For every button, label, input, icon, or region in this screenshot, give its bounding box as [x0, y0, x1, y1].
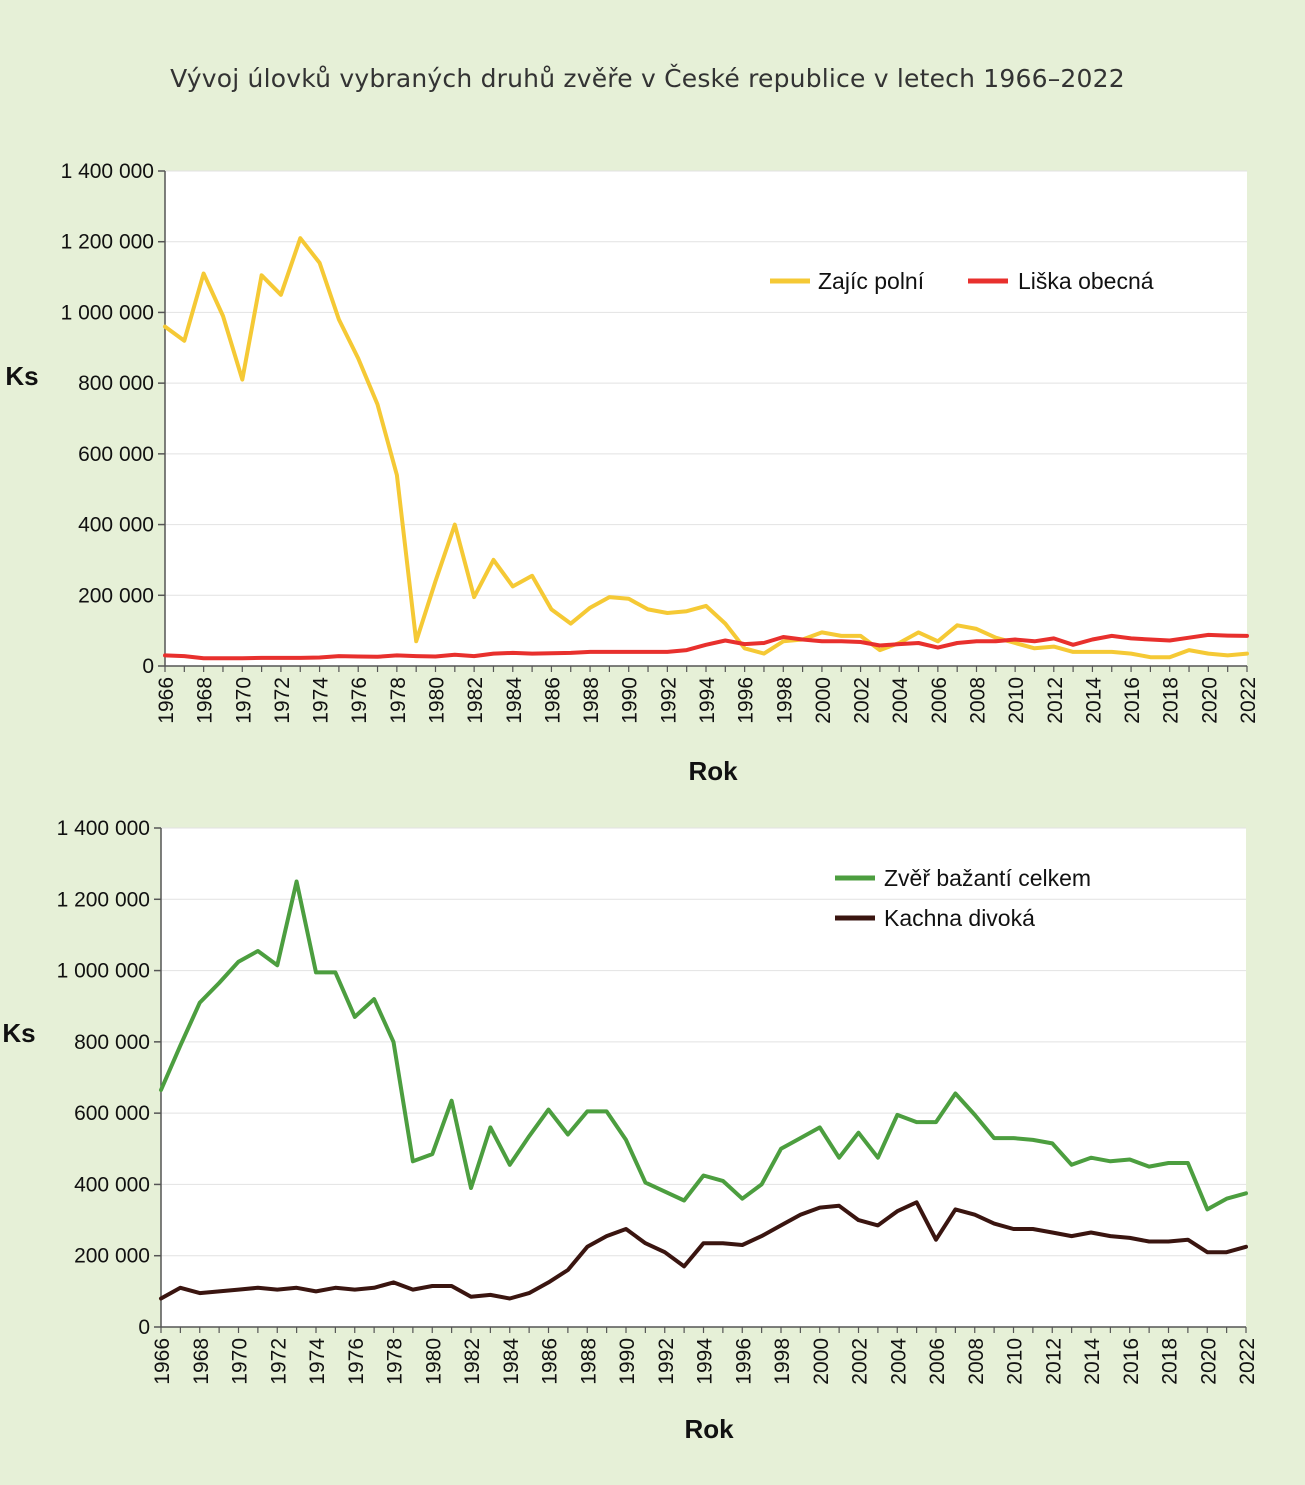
x-tick-label: 2012 [1042, 1338, 1065, 1385]
series-line-2 [163, 632, 1249, 661]
x-tick-label: 2006 [928, 677, 951, 724]
legend-label: Zvěř bažantí celkem [884, 865, 1091, 891]
x-tick-label: 2022 [1237, 677, 1260, 724]
x-tick-label: 1972 [271, 677, 294, 724]
y-tick-label: 1 200 000 [57, 888, 150, 911]
x-tick-label: 1986 [541, 677, 564, 724]
x-tick-label: 2018 [1159, 1338, 1182, 1385]
x-tick-label: 2008 [967, 677, 990, 724]
x-tick-label: 1970 [229, 1338, 252, 1385]
x-tick-label: 2016 [1121, 677, 1144, 724]
x-tick-label: 1984 [500, 1338, 523, 1385]
x-tick-label: 1994 [694, 1338, 717, 1385]
x-tick-label: 2000 [812, 677, 835, 724]
x-tick-label: 2012 [1044, 677, 1067, 724]
x-tick-label: 1988 [580, 677, 603, 724]
y-tick-label: 400 000 [74, 1173, 150, 1196]
y-tick-label: 1 200 000 [61, 231, 154, 254]
x-tick-label: 1970 [232, 677, 255, 724]
series-line-1 [163, 236, 1249, 660]
x-tick-label: 2016 [1120, 1338, 1143, 1385]
x-tick-label: 1978 [384, 1338, 407, 1385]
x-tick-label: 1980 [426, 677, 449, 724]
x-tick-label: 1966 [151, 1338, 174, 1385]
x-tick-label: 2020 [1197, 1338, 1220, 1385]
y-tick-label: 600 000 [74, 1102, 150, 1125]
y-axis-label: Ks [2, 1018, 35, 1048]
x-tick-label: 2014 [1081, 1338, 1104, 1385]
series-line-1 [159, 879, 1248, 1212]
x-axis-label: Rok [688, 756, 738, 786]
x-tick-label: 1978 [387, 677, 410, 724]
x-tick-label: 2022 [1236, 1338, 1259, 1385]
x-tick-label: 2010 [1004, 1338, 1027, 1385]
x-tick-label: 2002 [851, 677, 874, 724]
x-tick-label: 1990 [616, 1338, 639, 1385]
y-tick-label: 1 000 000 [57, 960, 150, 983]
y-tick-label: 1 400 000 [57, 817, 150, 840]
x-tick-label: 1988 [577, 1338, 600, 1385]
y-axis-label: Ks [5, 361, 38, 391]
x-tick-label: 2020 [1198, 677, 1221, 724]
x-tick-label: 2010 [1005, 677, 1028, 724]
x-tick-label: 1992 [657, 677, 680, 724]
legend-label: Liška obecná [1018, 268, 1154, 294]
x-tick-label: 1990 [619, 677, 642, 724]
x-tick-label: 2008 [965, 1338, 988, 1385]
x-tick-label: 1996 [735, 677, 758, 724]
plot-area [165, 171, 1247, 666]
x-axis-label: Rok [684, 1414, 734, 1444]
x-tick-label: 2000 [810, 1338, 833, 1385]
legend-label: Kachna divoká [884, 905, 1035, 931]
legend-label: Zajíc polní [818, 268, 925, 294]
y-tick-label: 1 000 000 [61, 301, 154, 324]
x-tick-label: 2006 [926, 1338, 949, 1385]
x-tick-label: 1974 [306, 1338, 329, 1385]
plot-area [161, 828, 1246, 1327]
x-tick-label: 1974 [310, 677, 333, 724]
x-tick-label: 2004 [889, 677, 912, 724]
page-title: Vývoj úlovků vybraných druhů zvěře v Čes… [170, 64, 1125, 93]
x-tick-label: 1992 [655, 1338, 678, 1385]
y-tick-label: 200 000 [74, 1245, 150, 1268]
x-tick-label: 1984 [503, 677, 526, 724]
x-tick-label: 2018 [1160, 677, 1183, 724]
x-tick-label: 1968 [190, 1338, 213, 1385]
x-tick-label: 2004 [887, 1338, 910, 1385]
y-tick-label: 1 400 000 [61, 160, 154, 183]
series-line-2 [159, 1200, 1248, 1301]
x-tick-label: 2002 [849, 1338, 872, 1385]
y-tick-label: 800 000 [74, 1031, 150, 1054]
x-tick-label: 1972 [267, 1338, 290, 1385]
x-tick-label: 1982 [464, 677, 487, 724]
y-tick-label: 0 [138, 1316, 150, 1339]
y-tick-label: 0 [142, 655, 154, 678]
x-tick-label: 1986 [539, 1338, 562, 1385]
y-tick-label: 600 000 [78, 443, 154, 466]
x-tick-label: 1994 [696, 677, 719, 724]
x-tick-label: 1982 [461, 1338, 484, 1385]
x-tick-label: 1968 [194, 677, 217, 724]
y-tick-label: 200 000 [78, 584, 154, 607]
x-tick-label: 1966 [155, 677, 178, 724]
x-tick-label: 2014 [1082, 677, 1105, 724]
x-tick-label: 1996 [732, 1338, 755, 1385]
x-tick-label: 1976 [348, 677, 371, 724]
x-tick-label: 1998 [773, 677, 796, 724]
y-tick-label: 400 000 [78, 514, 154, 537]
x-tick-label: 1980 [422, 1338, 445, 1385]
x-tick-label: 1976 [345, 1338, 368, 1385]
x-tick-label: 1998 [771, 1338, 794, 1385]
y-tick-label: 800 000 [78, 372, 154, 395]
